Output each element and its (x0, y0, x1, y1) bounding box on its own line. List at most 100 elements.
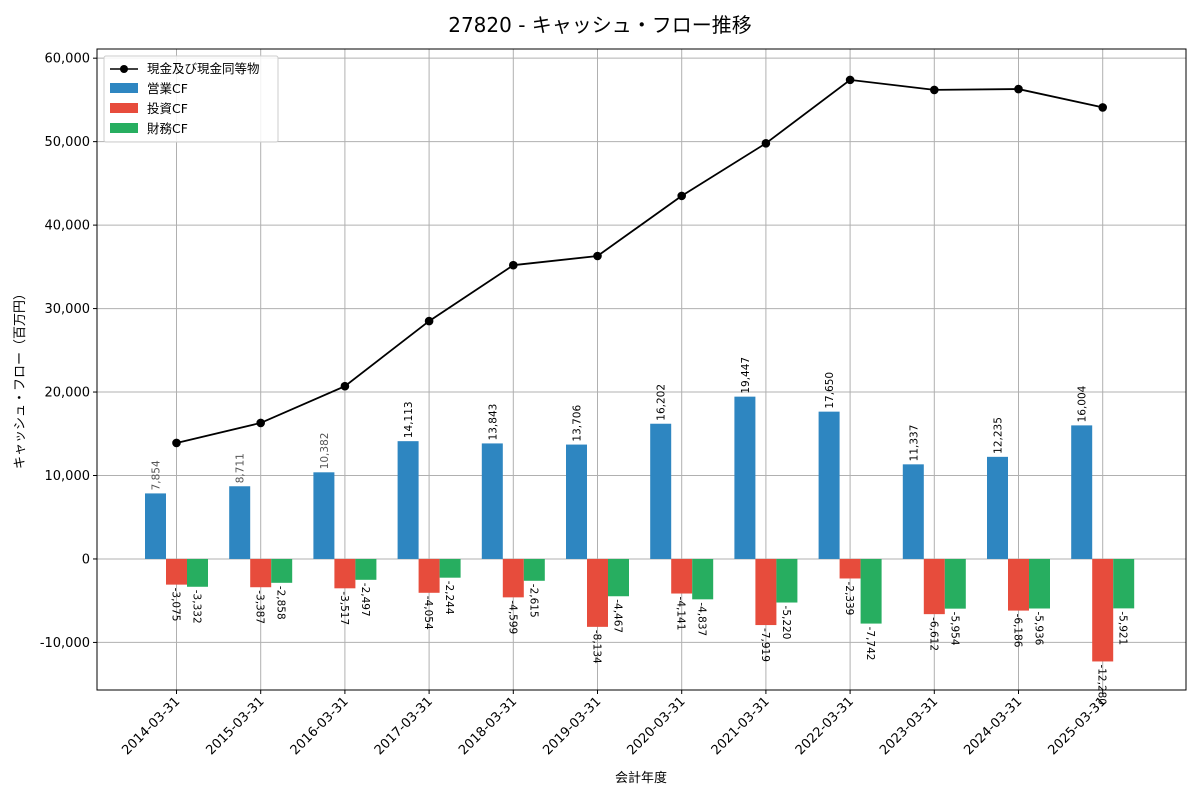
financing-cf-label: -2,497 (359, 583, 371, 617)
y-tick-label: 50,000 (45, 135, 91, 150)
financing-cf-label: -2,615 (527, 584, 539, 618)
y-tick-label: 10,000 (45, 469, 91, 484)
legend-swatch-operating (110, 83, 138, 93)
operating-cf-bar (1071, 425, 1093, 559)
financing-cf-bar (608, 558, 629, 597)
operating-cf-label: 10,382 (319, 433, 331, 470)
investing-cf-label: -12,280 (1096, 664, 1108, 705)
investing-cf-bar (839, 558, 861, 579)
y-tick-label: 20,000 (45, 386, 91, 401)
y-axis: -10,000 0 10,000 20,000 30,000 40,000 50,000 60… (40, 52, 97, 651)
operating-cf-bar (566, 444, 587, 559)
investing-cf-label: -8,134 (591, 630, 603, 664)
cash-point (424, 316, 434, 326)
investing-cf-bar (334, 558, 356, 589)
investing-cf-label: -6,612 (927, 617, 939, 651)
investing-cf-bar (166, 558, 187, 585)
y-axis-title: キャッシュ・フロー（百万円） (13, 287, 28, 469)
investing-cf-label: -4,599 (506, 600, 518, 634)
operating-cf-bar (734, 396, 756, 559)
plot-frame (96, 48, 1187, 691)
financing-cf-bar (1029, 558, 1050, 609)
bar-series (145, 396, 1135, 662)
investing-cf-bar (671, 558, 693, 594)
operating-cf-label: 11,337 (908, 425, 920, 462)
investing-cf-label: -6,186 (1012, 614, 1024, 648)
investing-cf-bar (923, 558, 945, 615)
investing-cf-bar (502, 558, 524, 598)
legend-label-operating: 営業CF (147, 81, 188, 96)
legend-label-financing: 財務CF (147, 121, 188, 136)
financing-cf-label: -7,742 (864, 627, 876, 661)
investing-cf-label: -3,387 (254, 590, 266, 624)
investing-cf-bar (1008, 558, 1029, 611)
financing-cf-label: -5,220 (780, 606, 792, 640)
financing-cf-bar (944, 558, 966, 609)
legend-swatch-financing (110, 123, 138, 133)
investing-cf-bar (587, 558, 608, 627)
cash-point (593, 251, 602, 261)
bar-data-labels: 7,854 8,711 10,382 14,113 13,843 13,706 16,202… (151, 357, 1129, 705)
financing-cf-bar (187, 558, 208, 587)
cash-line (176, 78, 1103, 444)
operating-cf-label: 8,711 (235, 453, 247, 483)
operating-cf-label: 13,706 (572, 405, 584, 442)
operating-cf-label: 13,843 (487, 404, 499, 441)
financing-cf-bar (271, 558, 293, 583)
operating-cf-bar (987, 456, 1008, 559)
operating-cf-label: 14,113 (403, 401, 415, 438)
operating-cf-bar (397, 441, 419, 559)
investing-cf-label: -2,339 (843, 581, 855, 615)
cash-point (340, 381, 350, 391)
financing-cf-label: -4,467 (612, 599, 624, 633)
y-tick-label: 40,000 (45, 219, 91, 234)
operating-cf-bar (818, 411, 840, 559)
cash-point (509, 260, 518, 270)
operating-cf-bar (650, 423, 672, 559)
y-tick-label: 30,000 (45, 302, 91, 317)
financing-cf-label: -5,921 (1117, 611, 1129, 645)
financing-cf-label: -2,858 (275, 586, 287, 620)
operating-cf-bar (481, 443, 503, 559)
legend-swatch-investing (110, 103, 138, 113)
y-tick-label: -10,000 (40, 636, 90, 651)
operating-cf-label: 19,447 (740, 357, 752, 394)
investing-cf-label: -3,075 (170, 588, 182, 622)
financing-cf-bar (860, 558, 882, 624)
investing-cf-label: -4,054 (422, 596, 434, 630)
cash-point (845, 75, 855, 85)
cash-point (761, 139, 771, 148)
financing-cf-bar (1113, 558, 1135, 609)
chart-title: 27820 - キャッシュ・フロー推移 (448, 13, 752, 37)
investing-cf-bar (418, 558, 440, 593)
legend-marker-swatch (120, 65, 128, 73)
financing-cf-bar (439, 558, 461, 578)
operating-cf-bar (902, 464, 924, 559)
financing-cf-bar (523, 558, 545, 581)
operating-cf-label: 17,650 (824, 372, 836, 409)
x-axis-title: 会計年度 (615, 770, 667, 786)
operating-cf-label: 16,004 (1077, 385, 1089, 422)
cash-point (677, 191, 686, 201)
investing-cf-bar (755, 558, 777, 626)
financing-cf-label: -4,837 (696, 602, 708, 636)
investing-cf-label: -7,919 (759, 628, 771, 662)
legend: 現金及び現金同等物 営業CF 投資CF 財務CF (103, 55, 279, 143)
financing-cf-label: -3,332 (191, 590, 203, 624)
cash-line-series (172, 75, 1107, 448)
financing-cf-bar (776, 558, 798, 603)
legend-box (103, 55, 279, 143)
investing-cf-label: -4,141 (675, 597, 687, 631)
operating-cf-bar (145, 493, 166, 559)
cash-point (172, 438, 181, 448)
operating-cf-label: 7,854 (151, 460, 163, 490)
financing-cf-bar (355, 558, 377, 580)
operating-cf-bar (313, 472, 335, 559)
legend-label-cash: 現金及び現金同等物 (147, 61, 260, 76)
operating-cf-label: 12,235 (993, 417, 1005, 454)
cash-point (1014, 84, 1023, 94)
cash-point (930, 85, 939, 95)
investing-cf-bar (250, 558, 272, 588)
